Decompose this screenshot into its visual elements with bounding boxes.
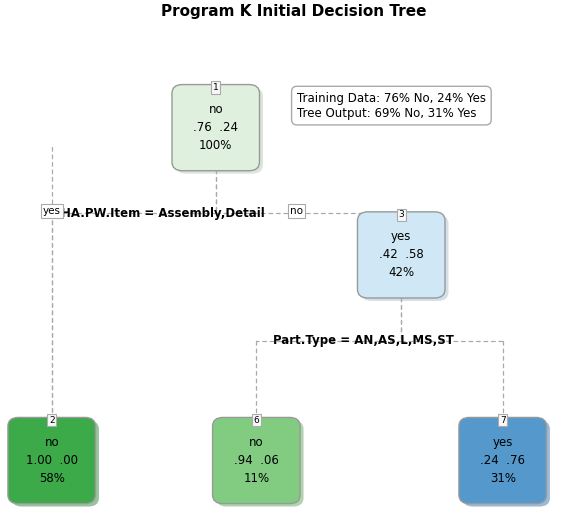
Text: 2: 2 bbox=[49, 416, 55, 425]
FancyBboxPatch shape bbox=[358, 212, 445, 298]
Text: Part.Type = AN,AS,L,MS,ST: Part.Type = AN,AS,L,MS,ST bbox=[273, 334, 454, 347]
Text: yes: yes bbox=[43, 206, 61, 216]
Text: yes
.42  .58
42%: yes .42 .58 42% bbox=[379, 230, 423, 279]
FancyBboxPatch shape bbox=[172, 84, 259, 171]
Text: 7: 7 bbox=[500, 416, 506, 425]
FancyBboxPatch shape bbox=[361, 215, 449, 301]
Text: 3: 3 bbox=[398, 210, 404, 219]
Text: no: no bbox=[290, 206, 303, 216]
Text: no
1.00  .00
58%: no 1.00 .00 58% bbox=[26, 436, 78, 485]
FancyBboxPatch shape bbox=[212, 417, 300, 504]
Text: yes
.24  .76
31%: yes .24 .76 31% bbox=[480, 436, 525, 485]
FancyBboxPatch shape bbox=[8, 417, 95, 504]
Text: no
.94  .06
11%: no .94 .06 11% bbox=[234, 436, 279, 485]
Text: Training Data: 76% No, 24% Yes
Tree Output: 69% No, 31% Yes: Training Data: 76% No, 24% Yes Tree Outp… bbox=[297, 92, 486, 120]
Text: NHA.PW.Item = Assembly,Detail: NHA.PW.Item = Assembly,Detail bbox=[51, 207, 265, 220]
FancyBboxPatch shape bbox=[459, 417, 546, 504]
FancyBboxPatch shape bbox=[11, 420, 99, 506]
FancyBboxPatch shape bbox=[175, 88, 263, 173]
Title: Program K Initial Decision Tree: Program K Initial Decision Tree bbox=[161, 4, 427, 19]
Text: no
.76  .24
100%: no .76 .24 100% bbox=[193, 103, 238, 152]
Text: 6: 6 bbox=[253, 416, 259, 425]
FancyBboxPatch shape bbox=[462, 420, 550, 506]
FancyBboxPatch shape bbox=[216, 420, 303, 506]
Text: 1: 1 bbox=[213, 83, 219, 92]
